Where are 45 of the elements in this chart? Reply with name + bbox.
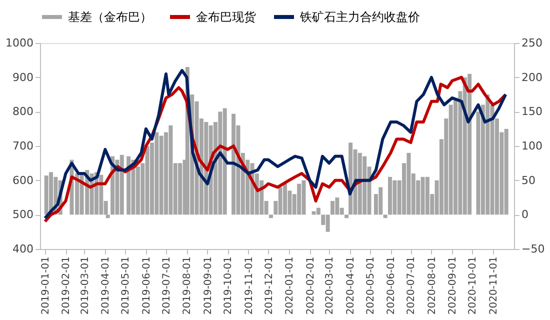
x-tick-label: 2019-12-01 bbox=[264, 256, 275, 315]
y-tick-label: 800 bbox=[12, 105, 34, 118]
legend-label: 铁矿石主力合约收盘价 bbox=[299, 10, 420, 24]
bar bbox=[383, 214, 388, 218]
x-tick-label: 2020-04-01 bbox=[345, 256, 356, 315]
y-tick-label: 900 bbox=[12, 70, 34, 84]
y2-tick-label: 0 bbox=[522, 208, 528, 222]
legend-label: 基差（金布巴） bbox=[68, 10, 152, 24]
y-tick-label: 500 bbox=[12, 208, 34, 222]
x-tick-label: 2020-07-01 bbox=[406, 256, 418, 315]
y2-tick-label: 150 bbox=[522, 105, 542, 118]
x-tick-label: 2020-10-01 bbox=[468, 256, 479, 315]
y-tick-label: 400 bbox=[12, 242, 34, 256]
x-tick-label: 2019-05-01 bbox=[120, 256, 132, 315]
x-tick-label: 2019-10-01 bbox=[223, 256, 234, 315]
y2-tick-label: 200 bbox=[522, 70, 542, 84]
bar bbox=[268, 214, 273, 218]
x-tick-label: 2020-01-01 bbox=[284, 256, 296, 315]
y-tick-label: 1000 bbox=[6, 36, 34, 50]
x-tick-label: 2020-03-01 bbox=[324, 256, 336, 315]
x-tick-label: 2019-03-01 bbox=[80, 256, 91, 315]
bar bbox=[344, 214, 349, 218]
x-tick-label: 2019-07-01 bbox=[162, 256, 173, 315]
y2-tick-label: 50 bbox=[522, 174, 536, 187]
x-tick-label: 2019-06-01 bbox=[141, 256, 152, 315]
x-tick-label: 2020-11-01 bbox=[488, 256, 500, 315]
x-tick-label: 2019-08-01 bbox=[182, 256, 194, 315]
y-tick-label: 700 bbox=[12, 140, 34, 152]
x-tick-label: 2020-08-01 bbox=[426, 256, 438, 315]
x-tick-label: 2020-02-01 bbox=[305, 256, 316, 315]
y2-tick-label: −50 bbox=[522, 242, 545, 256]
y2-tick-label: 100 bbox=[522, 140, 542, 152]
legend-label: 金布巴现货 bbox=[196, 10, 256, 24]
y2-tick-label: 250 bbox=[522, 36, 542, 50]
x-tick-label: 2020-05-01 bbox=[365, 256, 376, 315]
x-tick-label: 2019-02-01 bbox=[61, 256, 72, 315]
x-tick-label: 2019-04-01 bbox=[100, 256, 112, 315]
bar bbox=[232, 114, 236, 215]
y-tick-label: 600 bbox=[12, 174, 34, 187]
x-tick-label: 2020-06-01 bbox=[386, 256, 398, 315]
x-tick-label: 2019-09-01 bbox=[202, 256, 214, 315]
x-tick-label: 2019-01-01 bbox=[40, 256, 52, 315]
x-tick-label: 2019-11-01 bbox=[244, 256, 255, 315]
bar bbox=[316, 208, 320, 215]
x-tick-label: 2020-09-01 bbox=[448, 256, 459, 315]
